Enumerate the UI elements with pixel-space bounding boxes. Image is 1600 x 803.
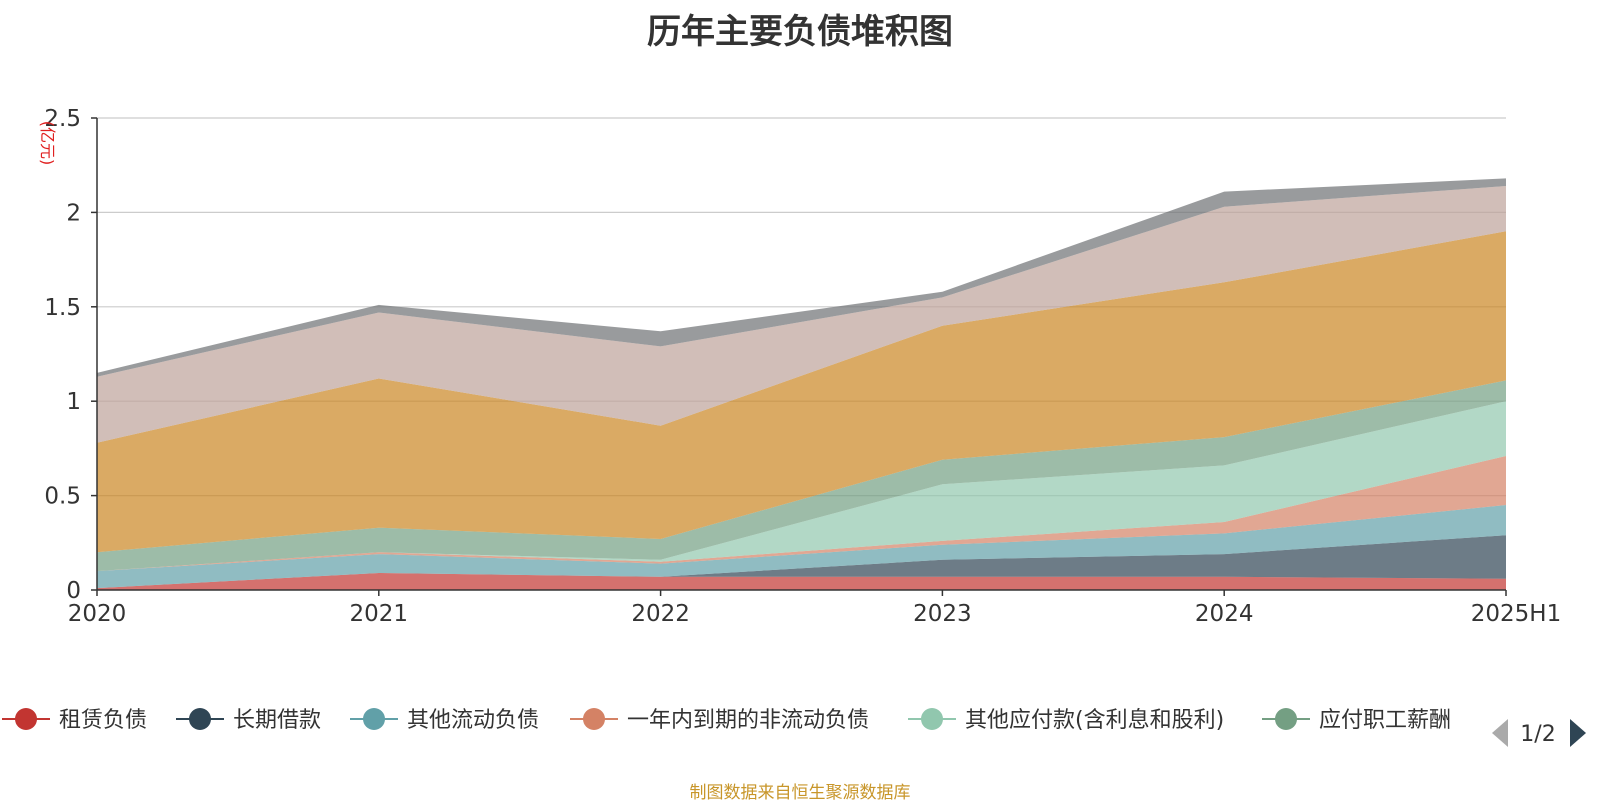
legend-marker-icon[interactable] [921, 708, 943, 730]
area-series-8 [97, 178, 1506, 377]
y-tick-label: 2.5 [44, 106, 81, 132]
legend-label[interactable]: 其他应付款(含利息和股利) [965, 708, 1224, 733]
y-tick-label: 1.5 [44, 295, 81, 321]
legend-marker-icon[interactable] [363, 708, 385, 730]
area-series-6 [97, 231, 1506, 553]
y-tick-label: 1 [66, 389, 81, 415]
area-series-4 [97, 401, 1506, 572]
x-tick-label: 2020 [68, 601, 127, 627]
y-axis-unit-label: (亿元) [38, 121, 57, 166]
legend-label[interactable]: 应付职工薪酬 [1319, 708, 1451, 733]
pager-page-indicator: 1/2 [1520, 722, 1555, 747]
legend-label[interactable]: 一年内到期的非流动负债 [627, 708, 869, 733]
y-tick-label: 0.5 [44, 484, 81, 510]
x-tick-label: 2022 [631, 601, 690, 627]
legend-marker-icon[interactable] [1275, 708, 1297, 730]
y-tick-label: 2 [66, 200, 81, 226]
area-series-0 [97, 573, 1506, 590]
pager-prev-icon[interactable] [1492, 719, 1508, 747]
legend-label[interactable]: 长期借款 [233, 708, 321, 733]
legend-label[interactable]: 租赁负债 [59, 708, 147, 733]
y-axis-ticks: 0 0.5 1 1.5 2 2.5 [44, 106, 97, 604]
area-series-2 [97, 505, 1506, 589]
y-tick-label: 0 [66, 578, 81, 604]
source-note: 制图数据来自恒生聚源数据库 [689, 783, 911, 803]
axes [96, 118, 1506, 591]
x-tick-label: 2024 [1195, 601, 1254, 627]
x-tick-label: 2023 [913, 601, 972, 627]
legend-pager: 1/2 [1492, 719, 1586, 747]
x-tick-label: 2025H1 [1471, 601, 1561, 627]
area-series-1 [97, 535, 1506, 589]
pager-next-icon[interactable] [1570, 719, 1586, 747]
chart-title: 历年主要负债堆积图 [647, 12, 953, 52]
legend-marker-icon[interactable] [189, 708, 211, 730]
x-axis-ticks: 2020 2021 2022 2023 2024 2025H1 [68, 590, 1561, 627]
area-series-5 [97, 380, 1506, 572]
x-tick-label: 2021 [350, 601, 409, 627]
legend: 租赁负债 长期借款 其他流动负债 一年内到期的非流动负债 其他应付款(含利息和股利) 应付… [2, 708, 1451, 733]
legend-marker-icon[interactable] [583, 708, 605, 730]
area-series-7 [97, 186, 1506, 443]
area-series-group [97, 178, 1506, 590]
legend-marker-icon[interactable] [15, 708, 37, 730]
legend-label[interactable]: 其他流动负债 [407, 708, 539, 733]
